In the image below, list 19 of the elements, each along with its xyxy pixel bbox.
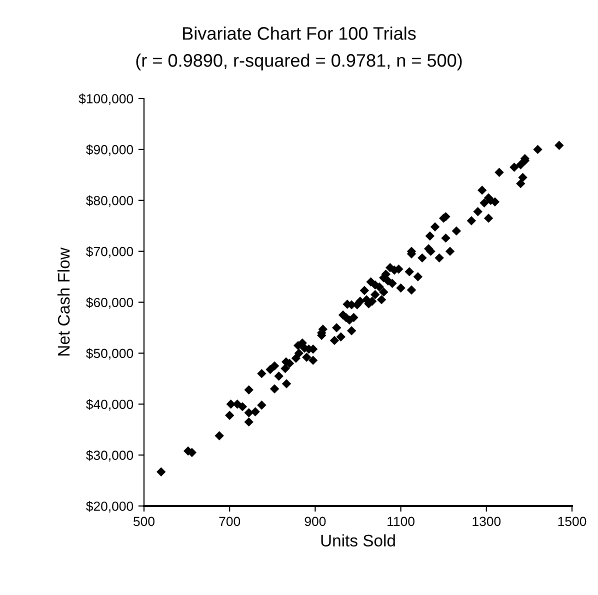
- x-tick-label: 1500: [558, 516, 586, 526]
- y-tick-label: $20,000: [86, 501, 134, 512]
- y-tick-label: $50,000: [86, 348, 134, 360]
- chart-subtitle: (r = 0.9890, r-squared = 0.9781, n = 500): [136, 54, 462, 70]
- x-axis-title: Units Sold: [321, 534, 395, 547]
- x-tick-label: 1300: [472, 516, 501, 526]
- y-tick-label: $100,000: [78, 94, 134, 105]
- x-tick-label: 700: [219, 516, 240, 526]
- x-tick-label: 1100: [388, 516, 414, 526]
- x-tick-label: 900: [304, 516, 326, 526]
- chart-title: Bivariate Chart For 100 Trials: [183, 26, 416, 40]
- y-tick-label: $40,000: [86, 399, 134, 411]
- x-tick-label: 500: [134, 516, 154, 526]
- y-axis-title: Net Cash Flow: [57, 248, 70, 356]
- y-tick-label: $30,000: [86, 450, 134, 462]
- y-tick-label: $60,000: [86, 297, 134, 309]
- y-tick-label: $80,000: [86, 195, 134, 207]
- y-tick-label: $90,000: [86, 144, 134, 156]
- y-tick-label: $70,000: [86, 246, 134, 258]
